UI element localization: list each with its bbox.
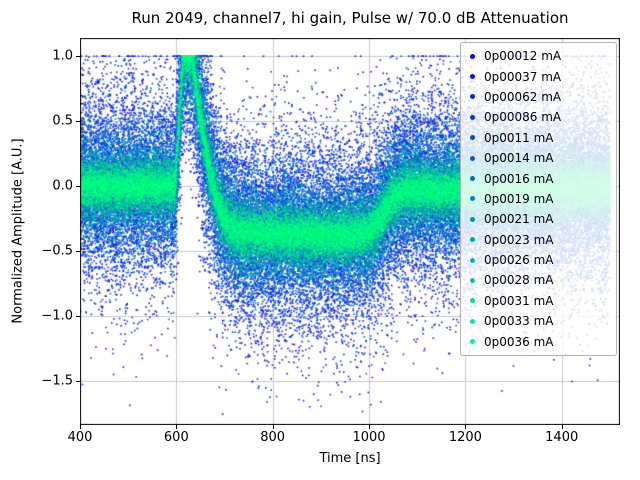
legend-label: 0p00037 mA <box>484 69 562 84</box>
y-tick-label: 0.5 <box>52 113 73 129</box>
legend-item: 0p00037 mA <box>461 66 616 86</box>
x-tick-mark <box>176 425 177 429</box>
legend-label: 0p0016 mA <box>484 171 554 186</box>
y-tick-label: −1.0 <box>41 308 73 324</box>
legend-item: 0p00086 mA <box>461 107 616 127</box>
legend-marker-icon <box>470 277 475 283</box>
legend-label: 0p0023 mA <box>484 232 554 247</box>
x-tick-mark <box>273 425 274 429</box>
legend-marker-icon <box>470 318 475 324</box>
x-tick-label: 1200 <box>448 430 482 445</box>
y-tick-mark <box>76 121 80 122</box>
legend: 0p00012 mA 0p00037 mA 0p00062 mA 0p00086 mA… <box>460 42 617 356</box>
y-tick-label: 1.0 <box>52 48 73 64</box>
legend-marker-icon <box>470 237 475 243</box>
legend-label: 0p0033 mA <box>484 314 554 329</box>
legend-label: 0p0026 mA <box>484 253 554 268</box>
legend-label: 0p00086 mA <box>484 110 562 125</box>
legend-label: 0p0036 mA <box>484 334 554 349</box>
y-tick-mark <box>76 56 80 57</box>
y-tick-label: −0.5 <box>41 243 73 259</box>
y-axis-label: Normalized Amplitude [A.U.] <box>10 138 26 324</box>
legend-label: 0p0028 mA <box>484 273 554 288</box>
x-tick-mark <box>80 425 81 429</box>
x-tick-label: 400 <box>67 430 93 445</box>
legend-item: 0p0011 mA <box>461 128 616 148</box>
legend-label: 0p00012 mA <box>484 49 562 64</box>
legend-item: 0p0016 mA <box>461 168 616 188</box>
legend-label: 0p0011 mA <box>484 130 554 145</box>
legend-item: 0p00062 mA <box>461 87 616 107</box>
legend-item: 0p0036 mA <box>461 331 616 351</box>
x-tick-mark <box>465 425 466 429</box>
legend-item: 0p0033 mA <box>461 311 616 331</box>
y-tick-mark <box>76 316 80 317</box>
y-tick-label: −1.5 <box>41 373 73 389</box>
legend-label: 0p00062 mA <box>484 89 562 104</box>
y-tick-mark <box>76 251 80 252</box>
legend-label: 0p0014 mA <box>484 151 554 166</box>
y-tick-mark <box>76 186 80 187</box>
legend-item: 0p0031 mA <box>461 291 616 311</box>
legend-marker-icon <box>470 74 475 80</box>
legend-label: 0p0019 mA <box>484 191 554 206</box>
x-tick-label: 800 <box>260 430 286 445</box>
legend-marker-icon <box>470 298 475 304</box>
legend-marker-icon <box>470 53 475 59</box>
legend-marker-icon <box>470 176 475 182</box>
legend-marker-icon <box>470 114 475 120</box>
y-tick-mark <box>76 381 80 382</box>
legend-marker-icon <box>470 257 475 263</box>
legend-item: 0p0023 mA <box>461 230 616 250</box>
legend-marker-icon <box>470 216 475 222</box>
legend-item: 0p00012 mA <box>461 46 616 66</box>
y-tick-label: 0.0 <box>52 178 73 194</box>
legend-marker-icon <box>470 135 475 141</box>
x-tick-label: 1400 <box>545 430 579 445</box>
legend-item: 0p0028 mA <box>461 270 616 290</box>
chart-title: Run 2049, channel7, hi gain, Pulse w/ 70… <box>131 9 569 27</box>
x-tick-label: 1000 <box>352 430 386 445</box>
legend-label: 0p0021 mA <box>484 212 554 227</box>
legend-label: 0p0031 mA <box>484 293 554 308</box>
x-tick-mark <box>562 425 563 429</box>
legend-item: 0p0019 mA <box>461 189 616 209</box>
x-axis-label: Time [ns] <box>319 451 381 466</box>
x-tick-label: 600 <box>163 430 189 445</box>
legend-marker-icon <box>470 196 475 202</box>
legend-item: 0p0021 mA <box>461 209 616 229</box>
x-tick-mark <box>369 425 370 429</box>
legend-item: 0p0014 mA <box>461 148 616 168</box>
legend-item: 0p0026 mA <box>461 250 616 270</box>
legend-marker-icon <box>470 94 475 100</box>
legend-marker-icon <box>470 155 475 161</box>
legend-marker-icon <box>470 339 475 345</box>
